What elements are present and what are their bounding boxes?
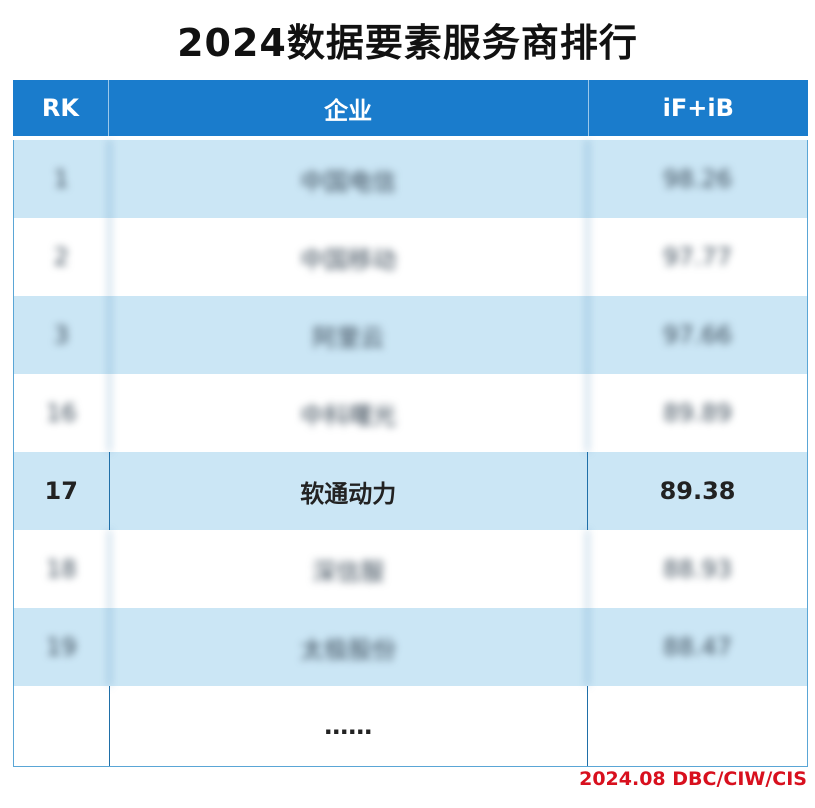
- table-row-ellipsis: ……: [14, 686, 807, 766]
- table-row: 16 中科曙光 89.89: [14, 374, 807, 452]
- ranking-table: RK 企业 iF+iB 1 中国电信 98.26 2 中国移动 97.77 3 阿里云 97.6…: [13, 80, 808, 767]
- table-row: 3 阿里云 97.66: [14, 296, 807, 374]
- company-cell: 深信服: [312, 557, 385, 586]
- table-body: 1 中国电信 98.26 2 中国移动 97.77 3 阿里云 97.66 16 中科曙光 89.89…: [13, 140, 808, 767]
- score-cell: 97.66: [587, 296, 807, 374]
- header-company: 企业: [324, 96, 373, 125]
- score-cell: 98.26: [587, 140, 807, 218]
- company-cell: 中科曙光: [300, 401, 397, 430]
- rank-cell: 17: [14, 452, 110, 530]
- table-row: 17 软通动力 89.38: [14, 452, 807, 530]
- rank-cell: 3: [14, 296, 110, 374]
- company-cell: 中国移动: [300, 245, 397, 274]
- rank-cell: 19: [14, 608, 110, 686]
- header-rank: RK: [13, 80, 109, 136]
- score-cell: [587, 686, 807, 766]
- rank-cell: 1: [14, 140, 110, 218]
- score-cell: 88.93: [587, 530, 807, 608]
- rank-cell: [14, 686, 110, 766]
- score-cell: 97.77: [587, 218, 807, 296]
- ellipsis-cell: ……: [324, 712, 373, 740]
- table-row: 19 太极股份 88.47: [14, 608, 807, 686]
- rank-cell: 18: [14, 530, 110, 608]
- rank-cell: 16: [14, 374, 110, 452]
- score-cell: 89.89: [587, 374, 807, 452]
- table-header: RK 企业 iF+iB: [13, 80, 808, 136]
- company-cell: 软通动力: [300, 479, 397, 508]
- page-title: 2024数据要素服务商排行: [177, 21, 638, 65]
- table-row: 18 深信服 88.93: [14, 530, 807, 608]
- company-cell: 阿里云: [312, 323, 385, 352]
- table-row: 1 中国电信 98.26: [14, 140, 807, 218]
- table-row: 2 中国移动 97.77: [14, 218, 807, 296]
- company-cell: 太极股份: [300, 635, 397, 664]
- company-cell: 中国电信: [300, 167, 397, 196]
- header-score: iF+iB: [587, 80, 808, 136]
- score-cell: 89.38: [587, 452, 807, 530]
- score-cell: 88.47: [587, 608, 807, 686]
- rank-cell: 2: [14, 218, 110, 296]
- source-footer: 2024.08 DBC/CIW/CIS: [579, 768, 807, 790]
